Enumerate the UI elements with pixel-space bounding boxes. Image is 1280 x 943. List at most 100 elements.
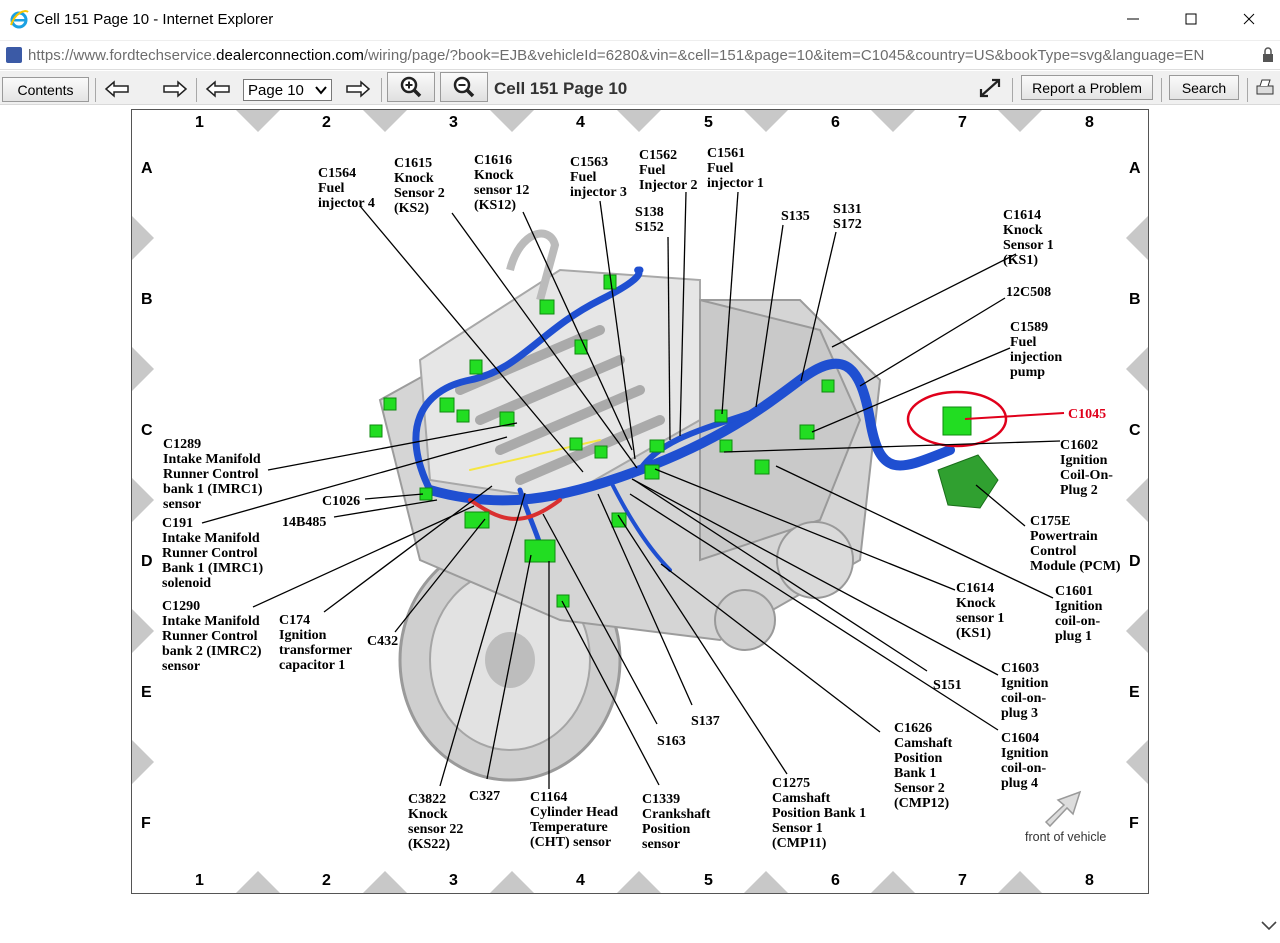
zoom-in-button[interactable]	[387, 72, 435, 102]
maximize-icon[interactable]	[1180, 8, 1202, 30]
toolbar-separator	[196, 78, 197, 102]
zoom-out-button[interactable]	[440, 72, 488, 102]
label-c1616[interactable]: C1616 Knock sensor 12 (KS12)	[474, 153, 530, 213]
label-c1164[interactable]: C1164 Cylinder Head Temperature (CHT) se…	[530, 790, 619, 850]
grid-column-label: 4	[576, 872, 585, 889]
label-c1289[interactable]: C1289 Intake Manifold Runner Control ban…	[163, 437, 263, 512]
label-c1290[interactable]: C1290 Intake Manifold Runner Control ban…	[162, 599, 262, 674]
label-c3822[interactable]: C3822 Knock sensor 22 (KS22)	[408, 792, 464, 852]
label-c1026[interactable]: C1026	[322, 494, 361, 509]
close-icon[interactable]	[1238, 8, 1260, 30]
cell-page-title: Cell 151 Page 10	[494, 79, 628, 98]
grid-row-label: E	[141, 684, 152, 701]
toolbar-separator	[95, 78, 96, 102]
title-bar: Cell 151 Page 10 - Internet Explorer	[0, 0, 1280, 40]
grid-column-label: 5	[704, 872, 713, 889]
chevron-down-icon	[315, 86, 327, 95]
connectors	[369, 274, 999, 608]
label-c1589[interactable]: C1589 Fuel injection pump	[1010, 320, 1063, 380]
label-c1614-knock-sensor-1[interactable]: C1614 Knock sensor 1 (KS1)	[956, 581, 1005, 641]
grid-row-label: F	[1129, 815, 1139, 832]
label-c1601[interactable]: C1601 Ignition coil-on- plug 1	[1055, 584, 1103, 644]
label-c1275[interactable]: C1275 Camshaft Position Bank 1 Sensor 1 …	[772, 776, 867, 851]
grid-markers	[132, 110, 1148, 893]
label-c1602[interactable]: C1602 Ignition Coil-On- Plug 2	[1060, 438, 1113, 498]
label-c1614-ks1[interactable]: C1614 Knock Sensor 1 (KS1)	[1003, 208, 1054, 268]
zoom-in-icon	[400, 76, 422, 98]
grid-column-label: 1	[195, 114, 204, 131]
toolbar-separator	[381, 78, 382, 102]
grid-row-label: C	[141, 422, 153, 439]
grid-row-label: E	[1129, 684, 1140, 701]
window-title: Cell 151 Page 10 - Internet Explorer	[34, 11, 274, 28]
grid-row-label: F	[141, 815, 151, 832]
label-c327[interactable]: C327	[469, 789, 501, 804]
internet-explorer-icon	[10, 10, 29, 29]
label-s163[interactable]: S163	[657, 734, 686, 749]
lock-icon[interactable]	[1262, 47, 1274, 63]
grid-column-label: 7	[958, 114, 967, 131]
next-section-arrow-icon[interactable]	[162, 79, 188, 99]
label-12c508[interactable]: 12C508	[1006, 285, 1052, 300]
grid-row-label: A	[141, 160, 153, 177]
grid-row-label: C	[1129, 422, 1141, 439]
label-c174[interactable]: C174 Ignition transformer capacitor 1	[279, 613, 353, 673]
next-page-arrow-icon[interactable]	[345, 79, 371, 99]
label-s131-s172[interactable]: S131 S172	[833, 202, 862, 232]
grid-column-label: 3	[449, 872, 458, 889]
label-c1045[interactable]: C1045	[1068, 407, 1107, 422]
grid-row-label: A	[1129, 160, 1141, 177]
label-c175e[interactable]: C175E Powertrain Control Module (PCM)	[1030, 514, 1121, 574]
page-select-value: Page 10	[248, 81, 304, 99]
page-select[interactable]: Page 10	[243, 79, 332, 101]
grid-column-label: 6	[831, 872, 840, 889]
label-c191[interactable]: C191 Intake Manifold Runner Control Bank…	[162, 516, 264, 591]
grid-column-label: 4	[576, 114, 585, 131]
label-c1564[interactable]: C1564 Fuel injector 4	[318, 166, 375, 211]
toolbar-separator	[1012, 78, 1013, 102]
label-c1615[interactable]: C1615 Knock Sensor 2 (KS2)	[394, 156, 445, 216]
scroll-down-icon[interactable]	[1261, 921, 1277, 931]
grid-column-label: 3	[449, 114, 458, 131]
grid-row-label: B	[1129, 291, 1141, 308]
fullscreen-icon[interactable]	[978, 77, 1002, 99]
contents-button[interactable]: Contents	[2, 77, 89, 102]
first-page-arrow-icon[interactable]	[104, 79, 130, 99]
front-of-vehicle-arrow-icon	[1044, 790, 1082, 828]
label-c1561[interactable]: C1561 Fuel injector 1	[707, 146, 764, 191]
label-14b485[interactable]: 14B485	[282, 515, 327, 530]
label-c1603[interactable]: C1603 Ignition coil-on- plug 3	[1001, 661, 1049, 721]
search-button[interactable]: Search	[1169, 75, 1239, 100]
c1045-highlight-ellipse	[906, 390, 1008, 448]
label-c1626[interactable]: C1626 Camshaft Position Bank 1 Sensor 2 …	[894, 721, 953, 811]
label-c1562[interactable]: C1562 Fuel Injector 2	[639, 148, 698, 193]
label-s137[interactable]: S137	[691, 714, 720, 729]
label-c1604[interactable]: C1604 Ignition coil-on- plug 4	[1001, 731, 1049, 791]
minimize-icon[interactable]	[1122, 8, 1144, 30]
address-url[interactable]: https://www.fordtechservice.dealerconnec…	[28, 47, 1205, 64]
toolbar-separator	[1247, 78, 1248, 102]
label-c1563[interactable]: C1563 Fuel injector 3	[570, 155, 627, 200]
grid-column-label: 5	[704, 114, 713, 131]
wiring-harness	[412, 266, 955, 572]
report-problem-button[interactable]: Report a Problem	[1021, 75, 1153, 100]
toolbar-separator	[1161, 78, 1162, 102]
leader-lines	[201, 191, 1061, 789]
label-c1339[interactable]: C1339 Crankshaft Position sensor	[642, 792, 711, 852]
label-s151[interactable]: S151	[933, 678, 962, 693]
label-s135[interactable]: S135	[781, 209, 810, 224]
grid-column-label: 8	[1085, 114, 1094, 131]
site-icon	[6, 47, 22, 63]
previous-page-arrow-icon[interactable]	[205, 79, 231, 99]
grid-column-label: 2	[322, 114, 331, 131]
front-of-vehicle-label: front of vehicle	[1025, 830, 1107, 844]
label-s138-s152[interactable]: S138 S152	[635, 205, 664, 235]
c1045-leader	[964, 412, 1065, 420]
grid-row-label: D	[141, 553, 153, 570]
label-c432[interactable]: C432	[367, 634, 399, 649]
grid-column-label: 7	[958, 872, 967, 889]
grid-column-label: 2	[322, 872, 331, 889]
address-bar[interactable]: https://www.fordtechservice.dealerconnec…	[0, 40, 1280, 70]
print-icon[interactable]	[1254, 77, 1276, 99]
